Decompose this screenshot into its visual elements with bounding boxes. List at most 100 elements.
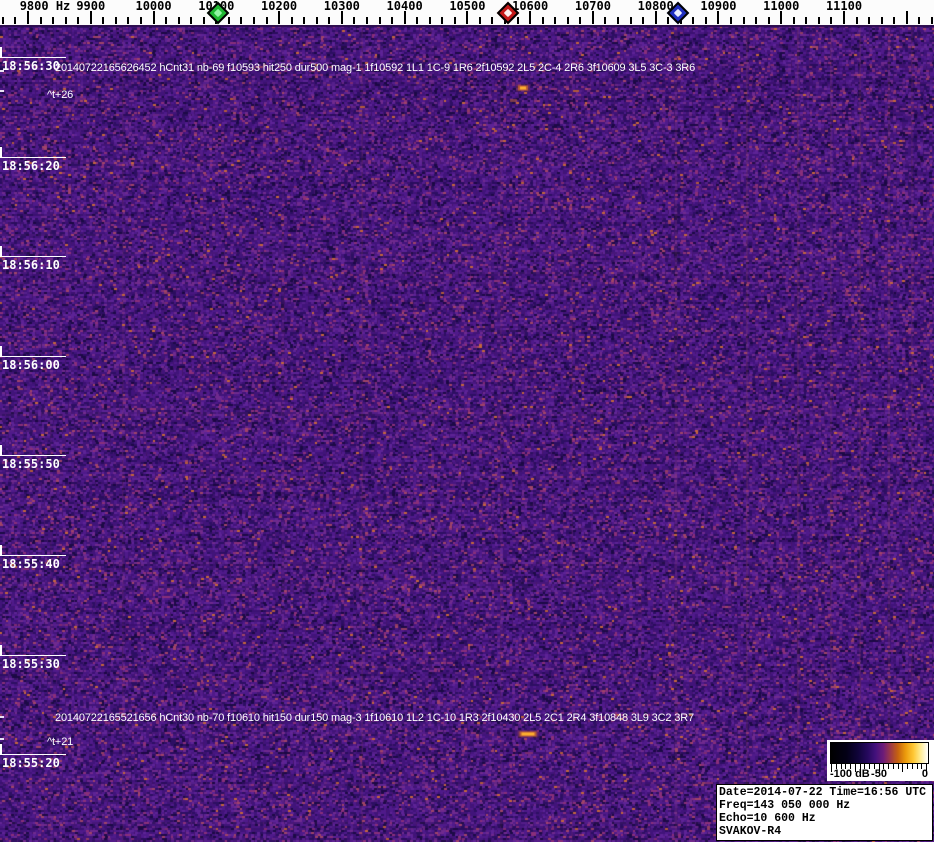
colorbar-tick [831, 764, 832, 772]
freq-tick-label: 10500 [449, 0, 486, 13]
event-edge-tick [0, 70, 4, 72]
freq-tick-label: 10800 [637, 0, 674, 13]
freq-tick-label: 10400 [386, 0, 423, 13]
colorbar-tick [859, 764, 861, 769]
freq-tick [566, 17, 569, 24]
freq-tick-label: 10900 [700, 0, 737, 13]
freq-tick [516, 17, 519, 24]
time-tick-line [0, 654, 66, 656]
freq-tick-label: 10300 [323, 0, 360, 13]
freq-tick [554, 17, 557, 24]
freq-tick [529, 11, 532, 24]
freq-tick [654, 11, 657, 24]
freq-tick [905, 11, 908, 24]
time-tick-vert [0, 744, 2, 755]
colorbar-legend: -100 dB -50 0 [827, 740, 934, 781]
freq-tick [365, 17, 368, 24]
freq-tick [139, 17, 142, 24]
freq-tick [541, 17, 544, 24]
freq-tick-label: 9900 [76, 0, 106, 13]
frequency-ruler[interactable]: 9800 Hz990010000101001020010300104001050… [0, 0, 934, 26]
colorbar-tick [902, 764, 904, 772]
freq-tick [165, 17, 168, 24]
freq-tick [579, 17, 582, 24]
freq-tick [152, 11, 155, 24]
marker-blue-core [673, 8, 682, 18]
colorbar-tick [835, 764, 837, 769]
freq-tick [14, 17, 17, 24]
event-annotation-1: 20140722165626452 hCnt31 nb-69 f10593 hi… [55, 62, 696, 74]
freq-tick [27, 11, 29, 24]
freq-tick [717, 11, 720, 24]
freq-tick [742, 17, 745, 24]
time-tick-label: 18:55:50 [2, 457, 60, 472]
time-tick-vert [0, 445, 2, 456]
freq-tick [491, 17, 494, 24]
time-tick-line [0, 355, 66, 357]
freq-tick [730, 17, 733, 24]
freq-tick [403, 11, 406, 24]
freq-tick [629, 17, 632, 24]
colorbar-tick [892, 764, 894, 769]
colorbar-tick [907, 764, 908, 769]
marker-red-core [503, 8, 513, 18]
colorbar-tick [840, 764, 842, 769]
time-tick-vert [0, 146, 2, 157]
freq-tick [830, 17, 833, 24]
colorbar-tick [854, 764, 856, 772]
freq-tick [478, 17, 481, 24]
colorbar-tick [850, 764, 851, 769]
freq-tick [177, 17, 180, 24]
time-tick-label: 18:55:20 [2, 756, 60, 771]
colorbar-tick [873, 764, 875, 769]
colorbar-tick [864, 764, 866, 769]
freq-tick [704, 17, 707, 24]
time-tick-vert [0, 345, 2, 356]
time-tick-line [0, 754, 66, 756]
freq-tick [52, 17, 55, 24]
freq-tick [328, 17, 331, 24]
freq-tick-label: 10200 [261, 0, 298, 13]
freq-tick [642, 17, 645, 24]
time-tick-line [0, 256, 66, 258]
freq-tick [918, 17, 921, 24]
freq-tick [290, 17, 293, 24]
time-tick-vert [0, 47, 2, 57]
freq-tick [604, 17, 607, 24]
time-tick-line [0, 57, 66, 58]
freq-tick [353, 17, 356, 24]
colorbar-tick [878, 764, 880, 772]
colorbar-tick [888, 764, 889, 769]
freq-tick [127, 17, 130, 24]
freq-tick [252, 17, 255, 24]
marker-green-core [213, 8, 223, 18]
freq-tick [453, 17, 456, 24]
freq-tick [64, 17, 67, 24]
colorbar-tick [845, 764, 847, 769]
colorbar-label-min: -100 dB [830, 768, 870, 780]
time-tick-label: 18:56:10 [2, 258, 60, 273]
freq-tick [767, 17, 770, 24]
freq-tick [1, 17, 4, 24]
time-tick-label: 18:55:40 [2, 557, 60, 571]
time-tick-vert [0, 545, 2, 555]
freq-tick [391, 17, 394, 24]
info-frequency: Freq=143 050 000 Hz [719, 799, 851, 812]
freq-tick [817, 17, 820, 24]
freq-tick-label: 11000 [763, 0, 800, 13]
time-tick-line [0, 156, 66, 158]
freq-tick [102, 17, 105, 24]
colorbar-tick [926, 764, 927, 772]
colorbar-tick [883, 764, 885, 769]
colorbar-tick [897, 764, 899, 769]
colorbar-tick [921, 764, 923, 769]
freq-tick [667, 17, 670, 24]
freq-tick-label: 11100 [825, 0, 863, 13]
freq-tick [441, 17, 444, 24]
freq-tick [692, 17, 695, 24]
freq-tick [893, 17, 896, 24]
time-tick-label: 18:56:20 [2, 158, 60, 173]
freq-tick [303, 17, 306, 24]
event-annotation-2: 20140722165521656 hCnt30 nb-70 f10610 hi… [55, 712, 695, 724]
